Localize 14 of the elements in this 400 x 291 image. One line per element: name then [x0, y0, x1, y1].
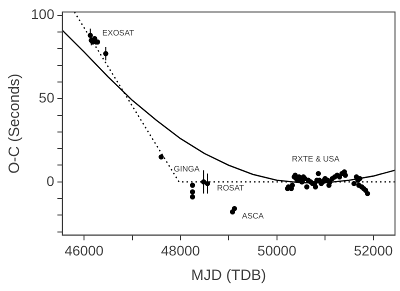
x-tick-label: 46000: [64, 242, 104, 258]
y-tick-label: 100: [31, 6, 55, 22]
y-tick-label: 0: [46, 172, 55, 189]
annotation: ASCA: [242, 211, 264, 220]
annotation: EXOSAT: [102, 28, 134, 38]
annotation: RXTE & USA: [292, 154, 340, 164]
x-tick-label: 50000: [257, 242, 297, 258]
annotation: ROSAT: [217, 184, 244, 193]
y-axis-title: O-C (Seconds): [6, 74, 24, 174]
annotation: GINGA: [174, 164, 200, 174]
x-tick-label: 52000: [354, 242, 393, 258]
x-axis-title: MJD (TDB): [191, 267, 266, 284]
x-tick-label: 48000: [161, 242, 200, 258]
y-tick-label: 50: [38, 89, 55, 106]
